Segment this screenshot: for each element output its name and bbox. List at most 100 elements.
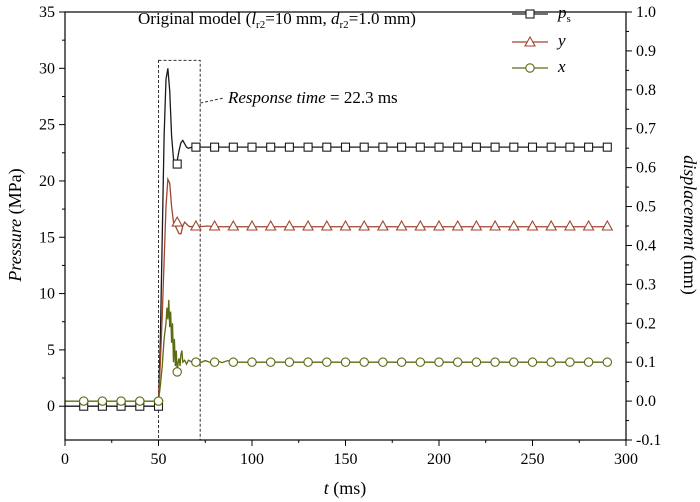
data-point-y (339, 219, 352, 231)
data-point-ps (284, 142, 294, 152)
data-point-x (583, 357, 594, 367)
y-left-tick-label: 10 (39, 286, 55, 303)
series-group (65, 68, 614, 411)
legend-item-y: y (512, 31, 566, 50)
y-left-tick-label: 30 (39, 60, 55, 77)
chart-title: Original model (lr2=10 mm, dr2=1.0 mm) (138, 9, 416, 31)
y-left-tick-label: 0 (47, 398, 55, 415)
y-right-tick-label: 0.8 (636, 82, 656, 99)
series-ps (65, 68, 612, 411)
data-point-y (358, 219, 371, 231)
data-point-ps (490, 142, 500, 152)
y-right-tick-label: 0.4 (636, 237, 656, 254)
y-left-tick-label: 25 (39, 117, 55, 134)
data-point-x (191, 357, 201, 367)
data-point-ps (546, 142, 556, 152)
legend-item-x: x (512, 57, 566, 76)
y-left-tick-label: 15 (39, 229, 55, 246)
data-point-x (153, 396, 164, 406)
data-point-x (209, 357, 220, 367)
data-point-y (376, 219, 389, 231)
legend-symbol (525, 9, 535, 19)
data-point-y (582, 219, 595, 231)
legend-marker-x (512, 63, 548, 73)
data-point-x (116, 396, 126, 406)
data-point-y (208, 219, 221, 231)
data-point-x (378, 357, 388, 367)
data-point-y (283, 219, 296, 231)
data-point-y (189, 219, 202, 231)
data-point-x (452, 357, 463, 367)
x-tick-label: 200 (427, 451, 451, 468)
legend-label-y: y (556, 31, 566, 50)
y-right-tick-label: 0.3 (636, 276, 656, 293)
legend-symbol (524, 35, 536, 47)
data-point-y (526, 219, 539, 231)
data-point-x (359, 357, 369, 367)
series-line-ps (65, 68, 608, 407)
data-point-ps (322, 142, 332, 152)
data-point-y (227, 219, 240, 231)
series-x (65, 299, 613, 406)
y-right-tick-label: 0.6 (636, 160, 656, 177)
data-point-x (284, 357, 295, 367)
y-right-tick-label: 0.1 (636, 354, 656, 371)
y-right-tick-label: -0.1 (636, 432, 661, 449)
data-point-y (171, 215, 184, 227)
x-tick-label: 250 (521, 451, 545, 468)
data-point-x (265, 357, 276, 367)
data-point-y (563, 219, 576, 231)
x-tick-label: 50 (151, 451, 167, 468)
data-point-ps (527, 142, 538, 152)
response-time-annotation: Response time = 22.3 ms (227, 88, 398, 107)
data-point-ps (434, 142, 444, 152)
data-point-x (97, 396, 108, 406)
data-point-x (527, 357, 538, 367)
y-right-tick-label: 1.0 (636, 4, 656, 21)
data-point-y (507, 219, 520, 231)
data-point-ps (247, 142, 257, 152)
data-point-x (78, 396, 89, 406)
data-point-ps (602, 142, 612, 152)
data-point-ps (565, 142, 575, 152)
data-point-x (303, 357, 313, 367)
data-point-x (322, 357, 332, 367)
y-left-tick-label: 20 (39, 173, 55, 190)
series-line-x (65, 299, 608, 402)
data-point-ps (397, 142, 407, 152)
data-point-y (320, 219, 333, 231)
data-point-ps (266, 142, 276, 152)
data-point-ps (303, 142, 313, 152)
data-point-ps (359, 142, 369, 152)
data-point-x (247, 357, 257, 367)
data-point-x (509, 357, 519, 367)
y-right-tick-label: 0.0 (636, 393, 656, 410)
x-axis-title: t (ms) (324, 478, 367, 499)
data-point-ps (453, 142, 463, 152)
data-point-y (545, 219, 558, 231)
annotation-leader (200, 97, 225, 104)
y-right-tick-label: 0.5 (636, 199, 656, 216)
data-point-y (433, 219, 445, 231)
data-point-ps (191, 142, 201, 152)
x-tick-label: 150 (334, 451, 358, 468)
x-tick-label: 300 (614, 451, 638, 468)
data-point-y (264, 219, 277, 231)
y-left-tick-label: 5 (47, 342, 55, 359)
x-tick-label: 100 (240, 451, 264, 468)
data-point-ps (210, 142, 220, 152)
data-point-x (340, 357, 351, 367)
data-point-x (434, 357, 444, 367)
y-left-tick-label: 35 (39, 4, 55, 21)
data-point-y (414, 219, 427, 231)
data-point-x (228, 357, 239, 367)
series-line-y (65, 176, 608, 402)
data-point-y (395, 219, 408, 231)
data-point-ps (340, 142, 351, 152)
data-point-x (546, 357, 556, 367)
data-point-ps (509, 142, 519, 152)
data-point-x (396, 357, 407, 367)
data-point-y (451, 219, 464, 231)
y-right-tick-label: 0.2 (636, 315, 656, 332)
